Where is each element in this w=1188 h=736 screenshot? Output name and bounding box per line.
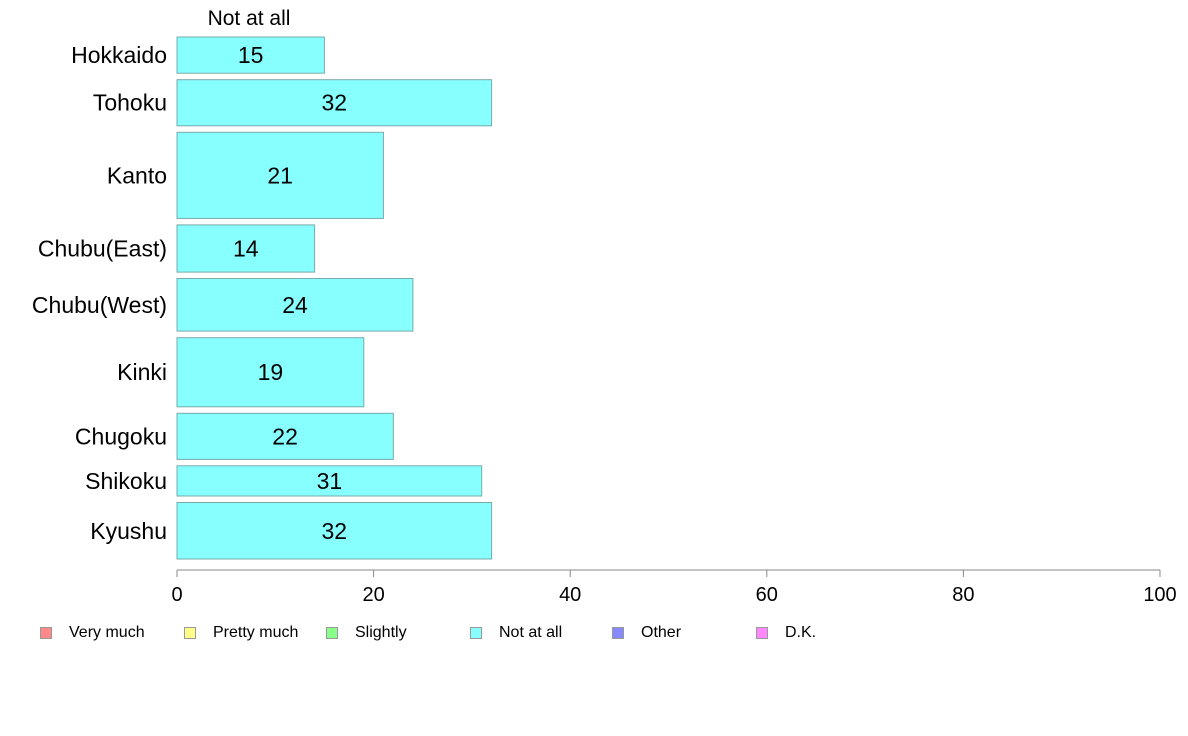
bar-tohoku — [176, 79, 493, 127]
legend-swatch — [756, 627, 768, 639]
x-axis: 0 20 40 60 80 100 — [171, 569, 1177, 606]
legend-label: Not at all — [499, 624, 563, 641]
bar-value-label: 14 — [233, 235, 259, 261]
x-tick-label: 20 — [362, 584, 384, 606]
series-label: Not at all — [208, 7, 291, 30]
bar-value-label: 32 — [322, 90, 348, 116]
category-label: Chubu(East) — [38, 235, 167, 261]
category-label: Kinki — [117, 359, 167, 385]
bar-chugoku — [176, 412, 394, 460]
legend-swatch — [470, 627, 482, 639]
legend-label: Pretty much — [213, 624, 299, 641]
bar-chubu-west — [176, 278, 414, 332]
x-tick-label: 80 — [952, 584, 974, 606]
bar-shikoku — [176, 465, 483, 497]
bar-kanto — [176, 131, 384, 219]
legend-swatch — [184, 627, 196, 639]
legend-label: Very much — [69, 624, 145, 641]
category-label: Chubu(West) — [32, 292, 167, 318]
bar-hokkaido — [176, 36, 325, 74]
bar-value-label: 32 — [322, 518, 348, 544]
bar-kyushu — [176, 502, 493, 560]
legend-label: D.K. — [785, 624, 817, 641]
category-label: Kyushu — [90, 518, 167, 544]
bar-value-label: 24 — [282, 292, 308, 318]
legend-swatch — [326, 627, 338, 639]
bar-chubu-east — [176, 224, 316, 273]
legend-label: Slightly — [355, 624, 407, 641]
x-tick-label: 40 — [559, 584, 581, 606]
bar-value-label: 19 — [258, 359, 284, 385]
bar-value-label: 31 — [317, 468, 343, 494]
bars-group: 15 Hokkaido 32 Tohoku 21 Kanto 14 Chubu(East) 24… — [32, 36, 493, 560]
x-tick-label: 0 — [171, 584, 182, 606]
x-tick-label: 100 — [1143, 584, 1176, 606]
x-tick-label: 60 — [756, 584, 778, 606]
bar-value-label: 22 — [272, 423, 298, 449]
legend-swatch — [40, 627, 52, 639]
legend-swatch — [612, 627, 624, 639]
bar-value-label: 21 — [267, 162, 293, 188]
category-label: Shikoku — [85, 468, 167, 494]
category-label: Kanto — [107, 162, 167, 188]
category-label: Tohoku — [93, 90, 167, 116]
category-label: Chugoku — [75, 423, 167, 449]
category-label: Hokkaido — [71, 42, 167, 68]
legend-label: Other — [641, 624, 682, 641]
bar-kinki — [176, 337, 365, 408]
bar-value-label: 15 — [238, 42, 264, 68]
